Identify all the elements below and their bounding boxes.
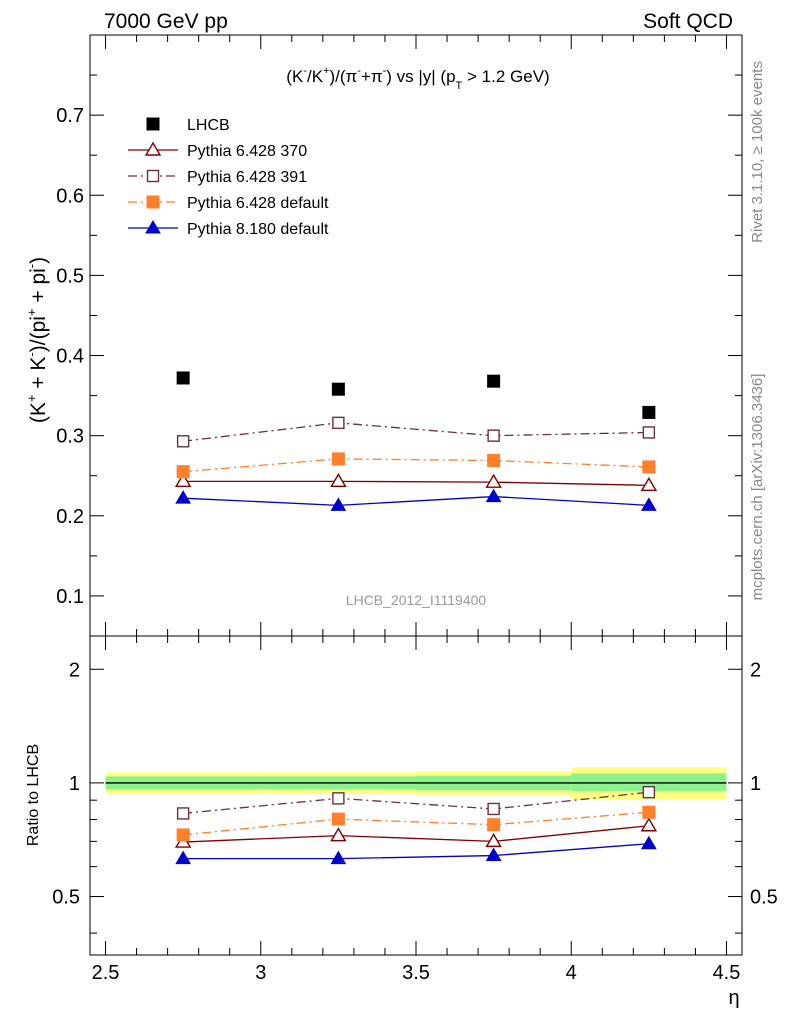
ratio-data-point [640, 817, 658, 832]
ratio-data-point [640, 835, 657, 850]
main-y-tick-label: 0.6 [56, 185, 84, 207]
ratio-data-point [330, 850, 347, 865]
series-line [183, 480, 649, 486]
ratio-data-point [487, 802, 500, 816]
ratio-series-3 [175, 835, 657, 865]
data-point [332, 416, 345, 430]
ratio-series-0 [174, 817, 658, 848]
legend-marker [145, 220, 161, 234]
series-0 [176, 371, 656, 419]
data-point [485, 473, 502, 488]
x-tick-label: 2.5 [92, 962, 120, 984]
plot-title: (K-/K+)/(π-+π-) vs |y| (pT > 1.2 GeV) [286, 65, 549, 92]
rivet-version-label: Rivet 3.1.10, ≥ 100k events [749, 61, 766, 243]
legend-marker [144, 141, 162, 156]
legend: LHCB Pythia 6.428 370 Pythia 6.428 391 Pyth… [128, 117, 329, 238]
ratio-y-tick-label: 2 [69, 659, 80, 681]
series-line [183, 458, 649, 473]
data-point [487, 454, 501, 468]
legend-marker [146, 195, 160, 209]
data-point [330, 472, 347, 488]
legend-label: Pythia 6.428 default [187, 195, 329, 212]
legend-item: Pythia 6.428 370 [128, 141, 307, 160]
ratio-data-point [487, 818, 501, 832]
data-point [174, 472, 192, 488]
ratio-data-point [331, 812, 345, 826]
legend-label: Pythia 8.180 default [187, 221, 329, 238]
data-point [487, 374, 501, 388]
legend-marker [146, 117, 160, 131]
ratio-series-line [183, 843, 649, 860]
ratio-data-point [485, 832, 502, 848]
main-y-tick-label: 0.7 [56, 105, 84, 127]
ratio-series-line [183, 791, 649, 815]
ratio-data-point [176, 807, 190, 820]
category-label: Soft QCD [643, 10, 733, 33]
series-4 [175, 488, 657, 511]
x-tick-label: 3.5 [402, 962, 430, 984]
x-tick-label: 4 [566, 962, 577, 984]
legend-item: LHCB [146, 117, 230, 134]
y-axis-label-ratio: Ratio to LHCB [25, 744, 42, 846]
series-line [183, 422, 649, 442]
legend-label: LHCB [187, 117, 230, 134]
analysis-watermark: LHCB_2012_I1119400 [346, 592, 487, 608]
data-point [330, 497, 347, 511]
x-tick-label: 3 [255, 962, 266, 984]
data-point [640, 476, 658, 492]
legend-marker [146, 169, 160, 183]
ratio-series-line [183, 811, 649, 836]
ratio-data-point [332, 792, 345, 805]
ratio-series-1 [176, 785, 656, 820]
source-label: mcplots.cern.ch [arXiv:1306.3436] [749, 374, 766, 601]
series-2 [176, 416, 656, 448]
data-point [331, 382, 345, 396]
legend-label: Pythia 6.428 391 [187, 169, 307, 186]
data-point [176, 435, 190, 448]
data-point [642, 405, 656, 419]
ratio-y-tick-label: 0.5 [52, 887, 80, 909]
ratio-data-point [642, 785, 656, 799]
series-1 [174, 472, 658, 492]
main-plot: 0.1 0.2 0.3 0.4 0.5 0.6 0.7 [56, 34, 743, 637]
main-y-tick-label: 0.2 [56, 506, 84, 528]
ratio-data-point [485, 847, 502, 862]
data-point [176, 371, 190, 385]
data-point [640, 497, 657, 511]
ratio-plot: 0.5 0.5 1 1 2 2 2.5 3 3.5 4 4.5 [52, 635, 778, 984]
data-point [175, 490, 192, 504]
main-y-tick-label: 0.5 [56, 265, 84, 287]
y-axis-label-main: (K+ + K-)/(pi+ + pi-) [24, 257, 50, 423]
data-point [485, 488, 502, 503]
ratio-y-tick-label-right: 1 [750, 773, 761, 795]
ratio-series-line [183, 825, 649, 843]
series-line [183, 495, 649, 507]
ratio-series-2 [176, 805, 656, 842]
data-point [331, 452, 345, 466]
series-3 [176, 452, 656, 479]
main-y-tick-label: 0.1 [56, 586, 84, 608]
legend-item: Pythia 8.180 default [128, 220, 329, 238]
data-point [487, 429, 500, 442]
ratio-data-point [330, 827, 347, 842]
legend-item: Pythia 6.428 default [128, 195, 329, 212]
energy-label: 7000 GeV pp [104, 10, 228, 33]
legend-item: Pythia 6.428 391 [128, 169, 307, 186]
x-tick-label: 4.5 [713, 962, 741, 984]
x-axis-label: η [728, 987, 739, 1009]
ratio-data-point [176, 828, 190, 842]
legend-label: Pythia 6.428 370 [187, 143, 307, 160]
ratio-y-tick-label-right: 2 [750, 659, 761, 681]
ratio-data-point [175, 850, 192, 865]
ratio-y-tick-label: 1 [69, 773, 80, 795]
data-point [642, 460, 656, 474]
main-y-tick-label: 0.4 [56, 346, 84, 368]
ratio-data-point [642, 805, 656, 819]
data-point [642, 426, 656, 439]
data-point [176, 465, 190, 479]
main-y-tick-label: 0.3 [56, 426, 84, 448]
ratio-y-tick-label-right: 0.5 [750, 887, 778, 909]
